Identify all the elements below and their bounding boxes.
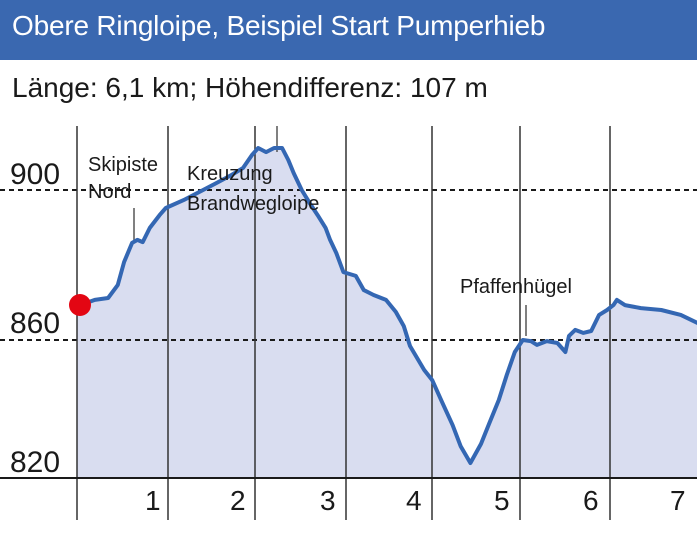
- x-tick-5: 5: [494, 485, 510, 516]
- label-brandwegloipe: Brandwegloipe: [187, 193, 319, 215]
- x-tick-3: 3: [320, 485, 336, 516]
- title-bar: Obere Ringloipe, Beispiel Start Pumperhi…: [0, 0, 697, 60]
- label-nord: Nord: [88, 181, 131, 203]
- x-tick-1: 1: [145, 485, 161, 516]
- route-summary: Länge: 6,1 km; Höhendifferenz: 107 m: [12, 72, 488, 103]
- label-skipiste: Skipiste: [88, 154, 158, 176]
- y-tick-860: 860: [10, 307, 60, 340]
- y-tick-900: 900: [10, 158, 60, 191]
- x-tick-2: 2: [230, 485, 246, 516]
- vertical-gridlines: [76, 126, 611, 520]
- elevation-line: [75, 146, 697, 465]
- chart-title: Obere Ringloipe, Beispiel Start Pumperhi…: [12, 10, 546, 41]
- label-pfaffenhuegel: Pfaffenhügel: [460, 276, 572, 298]
- start-marker: [69, 294, 91, 316]
- x-tick-7: 7: [670, 485, 686, 516]
- y-tick-820: 820: [10, 446, 60, 479]
- x-tick-6: 6: [583, 485, 599, 516]
- elevation-area-fill: [77, 148, 697, 478]
- x-tick-4: 4: [406, 485, 422, 516]
- label-kreuzung: Kreuzung: [187, 163, 273, 185]
